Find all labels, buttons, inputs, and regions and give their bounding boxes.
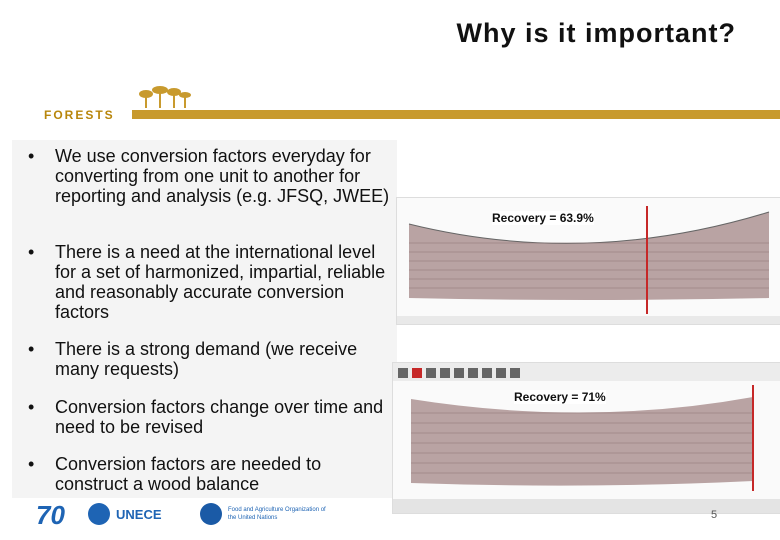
bullet-text: Conversion factors change over time and … [55, 397, 384, 437]
log-scan-image-2 [392, 362, 780, 514]
fao-logo-text: Food and Agriculture Organization of the… [228, 507, 326, 521]
bullet-marker: • [28, 146, 35, 166]
section-label: FORESTS [44, 108, 115, 122]
recovery-label-1: Recovery = 63.9% [492, 211, 594, 225]
un70-logo: 70 [36, 500, 65, 530]
bullet-text: We use conversion factors everyday for c… [55, 146, 390, 206]
section-divider [132, 110, 780, 119]
recovery-label-2: Recovery = 71% [514, 390, 606, 404]
bullet-marker: • [28, 397, 35, 417]
bullet-text: Conversion factors are needed to constru… [55, 454, 322, 494]
log-scan-image-1 [396, 197, 780, 325]
un-emblem-icon [88, 503, 110, 525]
bullet-marker: • [28, 339, 35, 359]
unece-logo: UNECE [116, 507, 162, 522]
bullet-text: There is a strong demand (we receive man… [55, 339, 358, 379]
scan-toolbar [398, 368, 520, 378]
slide-title: Why is it important? [456, 18, 736, 48]
bullet-text: There is a need at the international lev… [55, 242, 386, 322]
fao-emblem-icon [200, 503, 222, 525]
forest-trees-icon [139, 86, 191, 108]
bullet-list: • We use conversion factors everyday for… [12, 140, 397, 498]
bullet-marker: • [28, 242, 35, 262]
bullet-marker: • [28, 454, 35, 474]
page-number: 5 [711, 509, 718, 521]
